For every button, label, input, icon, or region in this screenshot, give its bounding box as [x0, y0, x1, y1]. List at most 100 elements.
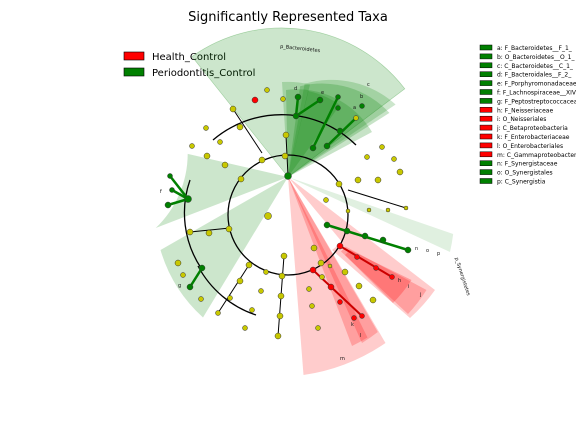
- tree-node: [237, 175, 245, 183]
- tree-node: [169, 187, 175, 193]
- tree-node: [236, 123, 244, 131]
- sector-m: [288, 177, 386, 375]
- legend-swatch-periodontitis: [123, 67, 145, 77]
- tree-node: [186, 283, 194, 291]
- tree-node: [277, 292, 285, 300]
- taxa-legend-swatch: [479, 151, 493, 158]
- tree-node: [180, 272, 186, 278]
- taxa-legend-swatch: [479, 80, 493, 86]
- label-p: p: [437, 251, 440, 257]
- tree-node: [264, 87, 270, 93]
- taxa-legend-label: h: F_Neisseriaceae: [497, 107, 553, 114]
- taxa-legend-label: n: F_Synergistaceae: [497, 161, 558, 168]
- sector-f: [154, 153, 288, 229]
- tree-node: [323, 142, 331, 150]
- taxa-legend-swatch: [479, 142, 493, 149]
- figure-title: Significantly Represented Taxa: [188, 10, 388, 25]
- tree-node: [281, 152, 289, 160]
- tree-node: [327, 283, 335, 291]
- label-m: m: [340, 356, 345, 362]
- tree-node: [379, 236, 387, 244]
- tree-node: [263, 269, 269, 275]
- taxa-legend-swatch: [479, 124, 493, 131]
- sector-d: [282, 81, 310, 177]
- taxa-legend-label: a: F_Bacteroidetes__F_1_: [497, 45, 573, 52]
- tree-node: [317, 259, 325, 267]
- tree-node: [354, 176, 362, 184]
- sector-jih: [288, 177, 435, 318]
- tree-node: [343, 227, 351, 235]
- tree-node: [198, 296, 204, 302]
- taxa-legend-label: c: C_Bacteroidetes__C_1_: [497, 63, 574, 70]
- sector-l: [288, 177, 378, 343]
- tree-node: [203, 125, 209, 131]
- tree-node: [221, 161, 229, 169]
- tree-node: [227, 295, 233, 301]
- legend-label-periodontitis: Periodontitis_Control: [152, 68, 255, 79]
- tree-node: [403, 205, 409, 211]
- label-a: a: [353, 105, 356, 111]
- tree-node: [309, 266, 317, 274]
- legend-swatch-health: [123, 51, 145, 61]
- taxa-legend-swatch: [479, 169, 493, 175]
- taxa-legend-swatch: [479, 62, 493, 69]
- taxa-legend-label: f: F_Lachnospiraceae__XIV: [497, 90, 576, 97]
- taxa-legend-label: o: O_Synergistales: [497, 170, 553, 177]
- tree-nodes: [164, 87, 412, 340]
- tree-node: [258, 288, 264, 294]
- sector-p-synergistetes: [288, 177, 454, 252]
- arc-firmicutes: [183, 179, 202, 269]
- tree-node: [294, 93, 302, 101]
- arc-firmicutes2: [197, 265, 257, 316]
- tree-node: [242, 325, 248, 331]
- tree-node: [373, 265, 379, 271]
- tree-node: [404, 246, 412, 254]
- edge-x5: [347, 189, 407, 209]
- edge-x4: [232, 108, 263, 154]
- tree-node: [335, 180, 343, 188]
- tree-node: [282, 131, 290, 139]
- taxa-legend-swatch: [479, 133, 493, 140]
- tree-node: [186, 228, 194, 236]
- tree-node: [198, 264, 206, 272]
- tree-node: [315, 325, 321, 331]
- label-k: k: [351, 322, 354, 328]
- tree-node: [251, 96, 259, 104]
- tree-node: [353, 115, 359, 121]
- label-e: e: [321, 90, 324, 96]
- tree-node: [316, 96, 324, 104]
- taxa-legend-swatch: [479, 178, 493, 184]
- tree-node: [385, 207, 391, 213]
- edge-betaproteo: [339, 245, 393, 278]
- tree-node: [203, 152, 211, 160]
- tree-node: [274, 332, 282, 340]
- tree-node: [280, 96, 286, 102]
- edge-b2: [295, 98, 321, 118]
- tree-node: [323, 197, 329, 203]
- label-g: g: [178, 283, 181, 289]
- tree-node: [189, 143, 195, 149]
- tree-node: [341, 268, 349, 276]
- label-b: b: [360, 94, 363, 100]
- label-h: h: [398, 278, 401, 284]
- tree-node: [309, 144, 317, 152]
- label-j: j: [419, 292, 421, 298]
- tree-node: [184, 195, 192, 203]
- edge-g1: [188, 267, 204, 288]
- tree-node: [245, 261, 253, 269]
- tree-node: [278, 272, 286, 280]
- tree-node: [276, 312, 284, 320]
- sector-a: [286, 89, 372, 177]
- group-legend: Health_Control Periodontitis_Control: [123, 51, 255, 79]
- taxa-legend-label: d: F_Bacteroidales__F_2_: [497, 72, 572, 79]
- tree-node: [264, 212, 272, 220]
- tree-node: [217, 139, 223, 145]
- label-d: d: [294, 86, 297, 92]
- tree-node: [391, 156, 397, 162]
- tree-node: [229, 105, 237, 113]
- tree-node: [236, 277, 244, 285]
- tree-node: [174, 259, 182, 267]
- tree-node: [164, 201, 172, 209]
- taxa-legend-label: p: C_Synergistia: [497, 179, 546, 186]
